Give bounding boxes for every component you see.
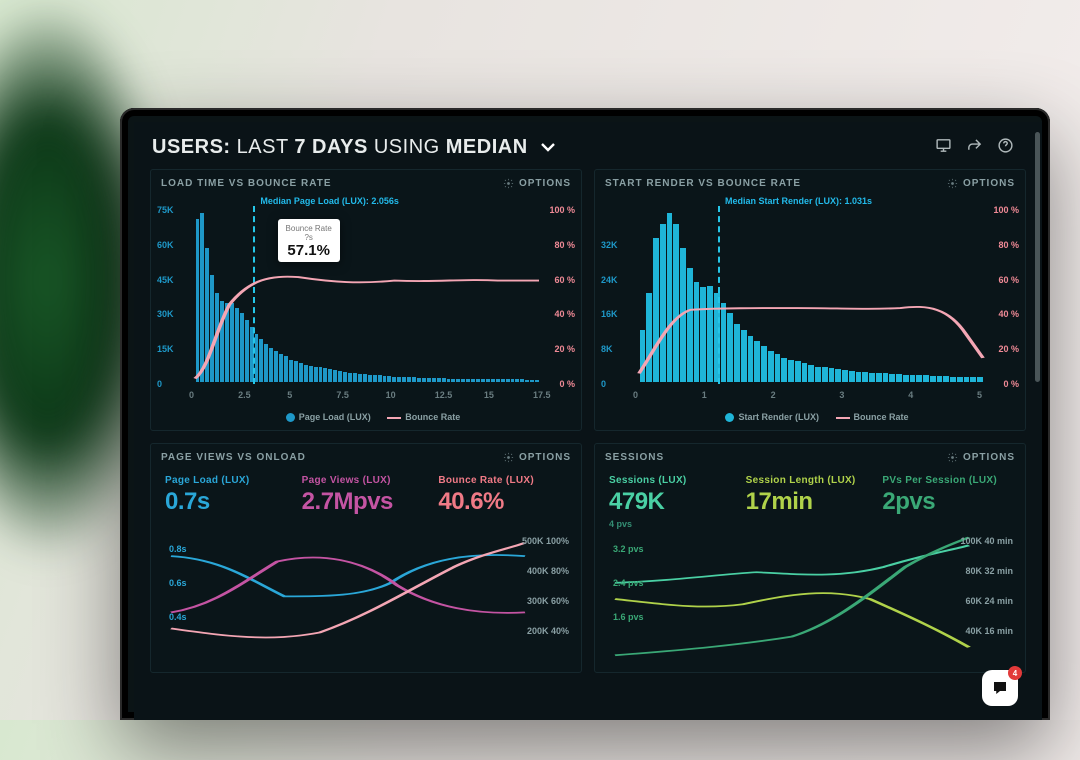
dashboard-screen: USERS: LAST 7 DAYS USING MEDIAN LOAD TIM… — [134, 122, 1042, 720]
chart-page-views: 0.8s0.6s0.4s500K 100%400K 80%300K 60%200… — [171, 532, 525, 666]
chart-sessions: 3.2 pvs2.4 pvs1.6 pvs100K 40 min80K 32 m… — [615, 532, 969, 666]
title-using: USING — [374, 136, 440, 158]
metric-card[interactable]: PVs Per Session (LUX)2pvs — [878, 473, 1015, 531]
panel-start-render: START RENDER VS BOUNCE RATE OPTIONS Medi… — [594, 169, 1026, 431]
median-label: Median Start Render (LUX): 1.031s — [725, 196, 872, 206]
chart-start-render: Median Start Render (LUX): 1.031s — [639, 210, 983, 382]
topbar: USERS: LAST 7 DAYS USING MEDIAN — [134, 122, 1042, 169]
panel-load-time: LOAD TIME VS BOUNCE RATE OPTIONS Median … — [150, 169, 582, 431]
page-title[interactable]: USERS: LAST 7 DAYS USING MEDIAN — [152, 136, 556, 159]
options-button[interactable]: OPTIONS — [503, 178, 571, 189]
metric-card[interactable]: Page Load (LUX)0.7s — [161, 473, 298, 518]
median-label: Median Page Load (LUX): 2.056s — [260, 196, 399, 206]
title-prefix: USERS: — [152, 136, 231, 158]
top-icons — [935, 137, 1014, 159]
options-button[interactable]: OPTIONS — [503, 452, 571, 463]
metric-card[interactable]: Session Length (LUX)17min — [742, 473, 879, 531]
chat-badge: 4 — [1008, 666, 1022, 680]
monitor-icon[interactable] — [935, 137, 952, 159]
panel-title: PAGE VIEWS VS ONLOAD — [161, 452, 306, 463]
chart-load-time: Median Page Load (LUX): 2.056s Bounce Ra… — [195, 210, 539, 382]
laptop-frame: USERS: LAST 7 DAYS USING MEDIAN LOAD TIM… — [120, 108, 1050, 720]
chevron-down-icon[interactable] — [540, 136, 556, 159]
panel-title: SESSIONS — [605, 452, 664, 463]
chart-legend: Page Load (LUX) Bounce Rate — [151, 412, 581, 422]
title-range-word: LAST — [237, 136, 289, 158]
title-metric: MEDIAN — [446, 136, 528, 158]
chat-button[interactable]: 4 — [982, 670, 1018, 706]
panel-title: LOAD TIME VS BOUNCE RATE — [161, 178, 331, 189]
panel-sessions: SESSIONS OPTIONS Sessions (LUX)479K4 pvs… — [594, 443, 1026, 673]
options-button[interactable]: OPTIONS — [947, 452, 1015, 463]
scrollbar[interactable] — [1035, 132, 1040, 382]
help-icon[interactable] — [997, 137, 1014, 159]
bounce-curve — [639, 210, 983, 382]
panels-grid: LOAD TIME VS BOUNCE RATE OPTIONS Median … — [134, 169, 1042, 673]
panel-title: START RENDER VS BOUNCE RATE — [605, 178, 801, 189]
bounce-curve — [195, 210, 539, 382]
metric-card[interactable]: Bounce Rate (LUX)40.6% — [434, 473, 571, 518]
metric-card[interactable]: Page Views (LUX)2.7Mpvs — [298, 473, 435, 518]
share-icon[interactable] — [966, 137, 983, 159]
title-range-val: 7 DAYS — [294, 136, 367, 158]
chart-tooltip: Bounce Rate ?s 57.1% — [278, 219, 340, 262]
chart-legend: Start Render (LUX) Bounce Rate — [595, 412, 1025, 422]
panel-page-views: PAGE VIEWS VS ONLOAD OPTIONS Page Load (… — [150, 443, 582, 673]
metric-card[interactable]: Sessions (LUX)479K4 pvs — [605, 473, 742, 531]
options-button[interactable]: OPTIONS — [947, 178, 1015, 189]
